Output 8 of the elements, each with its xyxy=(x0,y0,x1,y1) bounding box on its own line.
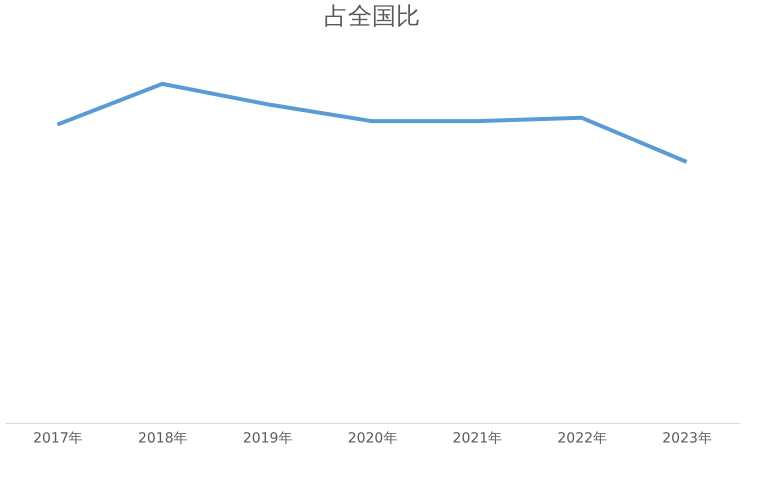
x-tick-label: 2021年 xyxy=(452,430,502,446)
chart-title: 占全国比 xyxy=(324,2,420,30)
x-tick-label: 2019年 xyxy=(242,430,292,446)
x-tick-label: 2023年 xyxy=(662,430,712,446)
x-tick-label: 2020年 xyxy=(348,430,398,446)
x-tick-label: 2017年 xyxy=(33,430,83,446)
x-tick-label: 2022年 xyxy=(557,430,608,446)
x-tick-label: 2018年 xyxy=(138,430,188,446)
